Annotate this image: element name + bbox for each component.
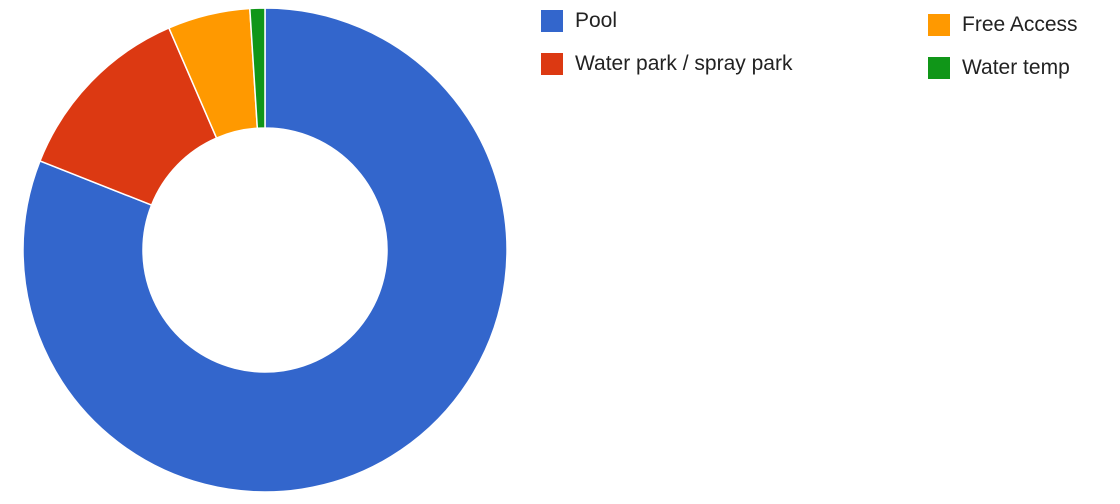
legend-item-free-access[interactable]: Free Access: [928, 10, 1078, 40]
legend-label-free-access: Free Access: [962, 13, 1078, 36]
legend-swatch-free-access: [928, 14, 950, 36]
legend-label-pool: Pool: [575, 9, 618, 32]
legend-item-water-temp[interactable]: Water temp: [928, 53, 1070, 83]
legend-label-water-temp: Water temp: [962, 56, 1070, 79]
legend-label-water-park: Water park / spray park: [575, 52, 793, 75]
legend-item-pool[interactable]: Pool: [541, 6, 617, 36]
slice-water-temp[interactable]: [249, 7, 266, 130]
legend-swatch-water-park: [541, 53, 563, 75]
donut-slices: [22, 7, 508, 493]
legend-item-water-park[interactable]: Water park / spray park: [541, 49, 792, 79]
slice-pool[interactable]: [22, 7, 508, 493]
legend-swatch-water-temp: [928, 57, 950, 79]
legend-swatch-pool: [541, 10, 563, 32]
